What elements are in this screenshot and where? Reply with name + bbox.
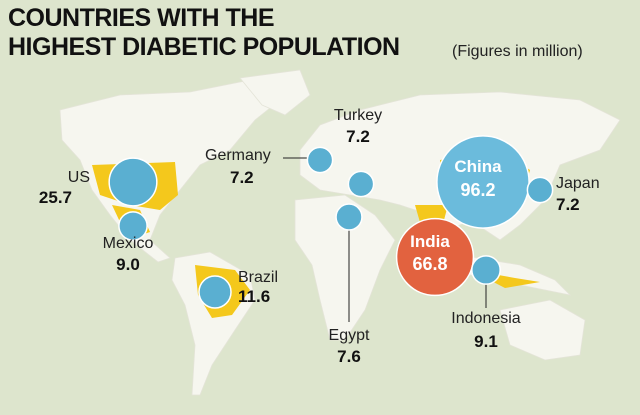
value-label: 7.2 (556, 195, 580, 214)
bubble (306, 146, 334, 174)
bubble (347, 170, 375, 198)
title-line: HIGHEST DIABETIC POPULATION (8, 33, 400, 61)
country-name: Indonesia (451, 310, 520, 327)
country-name: China (454, 157, 502, 176)
africa (294, 194, 396, 341)
australia (499, 299, 586, 361)
value-label: 66.8 (412, 254, 447, 274)
value-label: 96.2 (460, 180, 495, 200)
bubble (108, 157, 158, 207)
country-name: India (410, 232, 450, 251)
greenland (239, 69, 311, 116)
country-name: Turkey (334, 107, 382, 124)
bubble (118, 211, 148, 241)
value-label: 25.7 (39, 188, 72, 207)
bubble (198, 275, 232, 309)
bubble (335, 203, 363, 231)
country-name: Germany (205, 147, 271, 164)
value-label: 7.2 (230, 168, 254, 187)
value-label: 9.0 (116, 255, 140, 274)
value-label: 11.6 (238, 287, 270, 306)
subtitle: (Figures in million) (452, 43, 583, 60)
country-name: Japan (556, 175, 600, 192)
country-name: Mexico (103, 235, 154, 252)
value-label: 7.2 (346, 127, 370, 146)
title-line: COUNTRIES WITH THE (8, 4, 274, 32)
value-label: 9.1 (474, 332, 498, 351)
bubble (471, 255, 501, 285)
country-name: US (68, 169, 90, 186)
bubble (436, 135, 530, 229)
bubble (526, 176, 554, 204)
country-name: Egypt (329, 327, 370, 344)
country-name: Brazil (238, 269, 278, 286)
bubble (395, 217, 475, 297)
value-label: 7.6 (337, 347, 361, 366)
